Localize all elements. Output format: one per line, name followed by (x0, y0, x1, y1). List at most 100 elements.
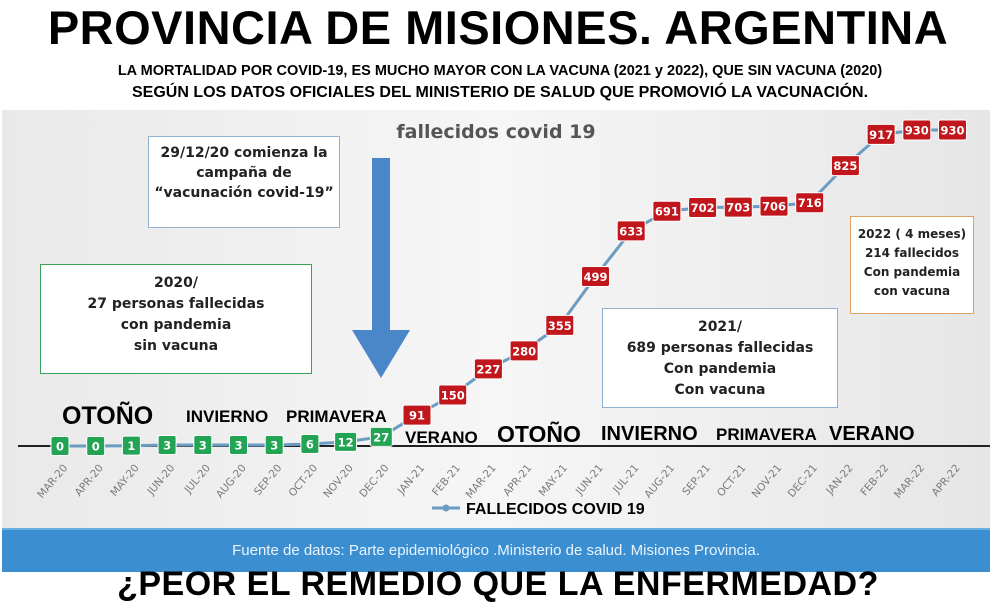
x-tick-label: APR-21 (501, 462, 534, 498)
data-marker (438, 384, 468, 406)
x-tick-label: APR-22 (929, 462, 962, 498)
note-2022-line: 214 fallecidos (864, 246, 960, 260)
x-tick-label: MAY-21 (537, 462, 570, 499)
season-invierno-2021: INVIERNO (601, 423, 698, 445)
data-marker (264, 434, 284, 455)
season-verano-2020: VERANO (405, 428, 478, 447)
data-marker (193, 434, 213, 455)
chart-title: fallecidos covid 19 (396, 121, 595, 143)
subheading-mortality: LA MORTALIDAD POR COVID-19, ES MUCHO MAY… (117, 63, 883, 79)
data-label: 930 (905, 124, 929, 138)
data-label: 702 (691, 201, 715, 215)
note-2022-line: 2022 ( 4 meses) (857, 227, 967, 241)
data-marker (300, 433, 320, 454)
note-campaign-line: campaña de (196, 165, 292, 181)
data-label: 0 (56, 440, 64, 454)
note-2021-line: Con pandemia (663, 361, 777, 377)
x-tick-label: DEC-21 (786, 462, 820, 500)
data-label: 3 (163, 438, 171, 452)
data-marker (866, 123, 896, 145)
data-marker (616, 220, 646, 242)
headline: PROVINCIA DE MISIONES. ARGENTINA (47, 1, 949, 54)
data-label: 0 (92, 440, 100, 454)
data-marker (545, 314, 575, 336)
data-marker (369, 426, 393, 447)
data-label: 917 (869, 128, 893, 142)
x-tick-label: JUN-21 (573, 462, 606, 498)
data-label: 716 (798, 196, 822, 210)
x-tick-label: JAN-21 (395, 462, 427, 497)
season-verano-2021: VERANO (829, 423, 915, 445)
x-tick-label: APR-20 (73, 462, 106, 498)
data-marker (795, 192, 825, 214)
data-label: 227 (476, 362, 500, 376)
vaccination-arrow-head (352, 330, 410, 378)
data-marker (581, 265, 610, 287)
x-tick-label: MAY-20 (108, 462, 141, 499)
legend-label: FALLECIDOS COVID 19 (466, 501, 645, 518)
data-marker (759, 195, 789, 217)
season-invierno-2020: INVIERNO (186, 407, 269, 426)
source-bar: Fuente de datos: Parte epidemiológico .M… (2, 528, 990, 572)
note-campaign-line: 29/12/20 comienza la (160, 145, 328, 161)
x-tick-label: MAR-22 (892, 462, 927, 501)
data-marker (723, 196, 753, 218)
x-tick-label: AUG-21 (642, 462, 677, 500)
note-2021-line: 689 personas fallecidas (626, 340, 814, 356)
data-label: 150 (441, 389, 465, 403)
data-marker (229, 434, 248, 455)
data-label: 27 (373, 430, 389, 444)
subheading-source-claim: SEGÚN LOS DATOS OFICIALES DEL MINISTERIO… (131, 84, 869, 101)
data-marker (402, 404, 432, 426)
data-label: 499 (583, 270, 607, 284)
footer-question: ¿PEOR EL REMEDIO QUE LA ENFERMEDAD? (117, 565, 879, 603)
note-campaign-start: 29/12/20 comienza la campaña de “vacunac… (148, 136, 340, 228)
season-otono-2021: OTOÑO (497, 421, 581, 447)
vaccination-arrow-shaft (372, 158, 390, 330)
x-tick-label: JUL-21 (610, 462, 641, 496)
x-tick-label: AUG-20 (214, 462, 249, 500)
data-label: 3 (270, 438, 278, 452)
data-marker (938, 119, 967, 141)
legend-marker (442, 504, 450, 512)
season-otono-2020: OTOÑO (62, 402, 154, 430)
note-2020-line: sin vacuna (133, 338, 219, 354)
note-2022-line: Con pandemia (863, 265, 961, 279)
x-tick-label: FEB-21 (430, 462, 463, 498)
data-marker (902, 119, 932, 141)
data-label: 91 (409, 409, 425, 423)
note-2020: 2020/ 27 personas fallecidas con pandemi… (40, 264, 312, 374)
data-marker (830, 155, 860, 177)
data-label: 3 (234, 438, 242, 452)
x-tick-label: JUN-20 (145, 462, 178, 498)
data-label: 706 (762, 200, 786, 214)
x-tick-label: FEB-22 (858, 462, 891, 498)
data-label: 6 (306, 437, 314, 451)
data-label: 703 (726, 201, 750, 215)
data-label: 633 (619, 224, 643, 238)
note-2020-line: 27 personas fallecidas (87, 296, 265, 312)
x-tick-label: SEP-20 (252, 462, 285, 498)
x-tick-label: NOV-21 (750, 462, 785, 500)
data-marker (334, 431, 358, 452)
note-2021-line: Con vacuna (674, 382, 766, 398)
source-text: Fuente de datos: Parte epidemiológico .M… (232, 542, 760, 559)
data-label: 825 (833, 159, 857, 173)
data-label: 12 (338, 435, 354, 449)
season-primavera-2021: PRIMAVERA (716, 425, 817, 444)
data-marker (121, 435, 141, 456)
x-tick-label: OCT-20 (286, 462, 320, 499)
data-label: 3 (199, 438, 207, 452)
data-label: 280 (512, 344, 536, 358)
note-campaign-line: “vacunación covid-19” (154, 185, 334, 201)
data-label: 355 (548, 319, 572, 333)
x-tick-label: MAR-20 (35, 462, 70, 501)
note-2021: 2021/ 689 personas fallecidas Con pandem… (602, 308, 838, 408)
x-tick-label: OCT-21 (715, 462, 749, 499)
x-tick-label: NOV-20 (321, 462, 356, 500)
data-marker (157, 434, 177, 455)
data-label: 691 (655, 205, 679, 219)
data-marker (50, 436, 70, 456)
data-marker (86, 436, 106, 456)
